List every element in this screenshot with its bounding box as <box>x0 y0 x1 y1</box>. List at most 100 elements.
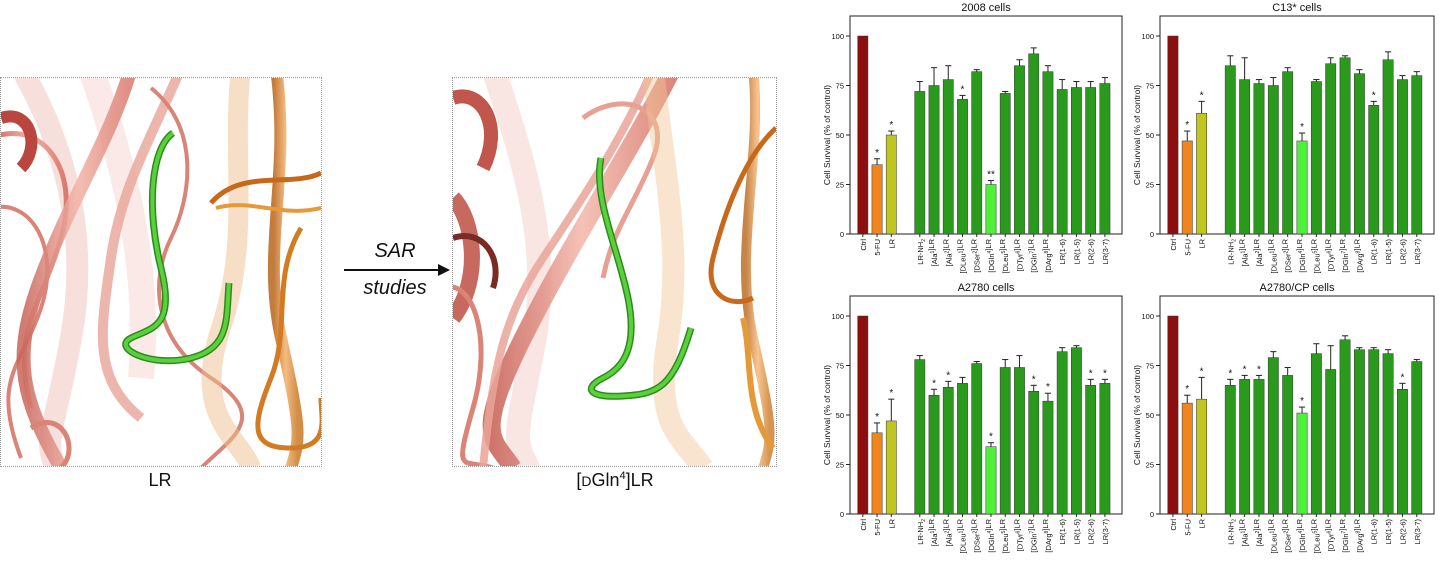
significance-mark-2: * <box>889 388 893 399</box>
x-tick-label-part: 7 <box>1030 530 1036 533</box>
bar-5 <box>942 79 954 235</box>
x-tick-label-part: ]LR <box>1281 518 1290 530</box>
significance-mark-4: * <box>932 378 936 389</box>
studies-label: studies <box>363 277 427 299</box>
bar-11 <box>1028 390 1040 515</box>
x-tick-label-part: ]LR <box>1324 518 1333 530</box>
significance-mark-11: * <box>1032 374 1036 385</box>
bar-4 <box>1239 79 1251 235</box>
y-tick-label: 0 <box>840 230 844 239</box>
bar-15 <box>1085 385 1097 515</box>
x-tick-label-part: [Ala <box>944 253 953 267</box>
x-tick-label-part: 5-FU <box>1183 519 1192 536</box>
x-tick-label-part: 2 <box>921 519 927 522</box>
x-tick-label-part: ]LR <box>1266 518 1275 530</box>
x-tick-label-1: 5-FU <box>1183 519 1192 536</box>
x-tick-label-4: [Ala1]LR <box>927 518 939 546</box>
bar-12 <box>1353 73 1365 235</box>
bar-6 <box>957 383 968 515</box>
x-tick-label-6: [DLeu1]LR <box>1266 518 1278 553</box>
x-tick-label-part: [DGln <box>1341 253 1350 272</box>
x-tick-label-9: [DLeu5]LR <box>1309 238 1321 273</box>
y-tick-label: 75 <box>836 82 844 91</box>
sar-label: SAR <box>374 240 416 262</box>
x-tick-label-13: LR(1-6) <box>1058 519 1067 545</box>
x-tick-label-part: [DSer <box>973 533 982 553</box>
x-tick-label-part: [DLeu <box>1001 253 1010 273</box>
x-tick-label-1: 5-FU <box>873 239 882 256</box>
bar-9 <box>999 367 1011 515</box>
bar-14 <box>1382 59 1394 235</box>
bar-14 <box>1382 353 1394 515</box>
x-tick-label-13: LR(1-6) <box>1370 519 1379 545</box>
x-tick-label-part: Ctrl <box>1169 519 1178 531</box>
x-tick-label-part: 7 <box>1030 250 1036 253</box>
x-tick-label-13: LR(1-6) <box>1370 239 1379 265</box>
x-tick-label-2: LR <box>1198 238 1207 248</box>
x-tick-label-part: 1 <box>959 530 965 533</box>
x-tick-label-6: [DLeu1]LR <box>956 238 968 273</box>
significance-mark-6: * <box>961 84 965 95</box>
x-tick-label-part: LR(2-6) <box>1398 239 1407 265</box>
significance-mark-12: * <box>1046 382 1050 393</box>
x-tick-label-1: 5-FU <box>1183 239 1192 256</box>
x-tick-label-part: ]LR <box>1252 238 1261 250</box>
bar-15 <box>1397 389 1408 515</box>
sar-arrow-icon <box>344 264 450 276</box>
bar-6 <box>1267 357 1279 515</box>
x-tick-label-part: ]LR <box>1352 518 1361 530</box>
x-tick-label-2: LR <box>887 518 896 528</box>
x-tick-label-part: LR(1-5) <box>1072 239 1081 265</box>
y-tick-label: 100 <box>831 312 844 321</box>
x-tick-label-8: [DGln4]LR <box>1295 238 1307 272</box>
y-axis-label: Cell Survival (% of control) <box>1132 85 1142 185</box>
x-tick-label-part: LR(1-6) <box>1370 519 1379 545</box>
x-tick-label-0: Ctrl <box>859 239 868 251</box>
x-tick-label-0: Ctrl <box>859 519 868 531</box>
x-tick-label-2: LR <box>887 238 896 248</box>
x-tick-label-part: [DLeu <box>1269 533 1278 553</box>
x-tick-label-part: 4 <box>1298 250 1304 253</box>
x-tick-label-15: LR(2-6) <box>1398 239 1407 265</box>
bar-3 <box>914 91 926 235</box>
x-tick-label-3: LR-NH2 <box>1226 519 1237 545</box>
x-tick-label-part: ]LR <box>941 518 950 530</box>
x-tick-label-part: [DGln <box>1341 533 1350 552</box>
x-tick-label-0: Ctrl <box>1169 239 1178 251</box>
x-tick-label-part: 7 <box>1341 530 1347 533</box>
x-tick-label-part: LR(1-6) <box>1058 519 1067 545</box>
significance-mark-16: * <box>1103 368 1107 379</box>
x-tick-label-part: 7 <box>1341 250 1347 253</box>
x-tick-label-15: LR(2-6) <box>1087 239 1096 265</box>
x-tick-label-part: 2 <box>1255 530 1261 533</box>
x-tick-label-part: [DTyr <box>1015 533 1024 551</box>
x-tick-label-part: Ctrl <box>859 239 868 251</box>
bar-16 <box>1411 75 1423 235</box>
x-tick-label-part: ]LR <box>1338 518 1347 530</box>
y-tick-label: 25 <box>1146 181 1154 190</box>
x-tick-label-10: [DTyr6]LR <box>1324 518 1336 551</box>
bar-1 <box>1181 402 1193 515</box>
x-tick-label-1: 5-FU <box>873 519 882 536</box>
significance-mark-15: * <box>1400 372 1404 383</box>
chart-c13-cells: C13* cells Cell Survival (% of control) 0 2… <box>1128 0 1438 282</box>
x-tick-label-part: LR(2-6) <box>1087 519 1096 545</box>
significance-mark-5: * <box>946 370 950 381</box>
x-tick-label-part: 8 <box>1355 250 1361 253</box>
bar-9 <box>1310 81 1322 235</box>
significance-mark-1: * <box>1185 384 1189 395</box>
y-tick-label: 50 <box>1146 411 1154 420</box>
bar-10 <box>1325 63 1337 235</box>
x-tick-label-13: LR(1-6) <box>1058 239 1067 265</box>
x-tick-label-2: LR <box>1198 518 1207 528</box>
x-tick-label-14: LR(1-5) <box>1384 519 1393 545</box>
x-tick-label-part: [DTyr <box>1015 253 1024 271</box>
x-tick-label-part: 2 <box>944 250 950 253</box>
x-tick-label-4: [Ala1]LR <box>927 238 939 266</box>
x-tick-label-part: Ctrl <box>859 519 868 531</box>
x-tick-label-part: ]LR <box>956 518 965 530</box>
x-tick-label-3: LR-NH2 <box>916 239 927 265</box>
bar-8 <box>1296 140 1308 235</box>
bar-6 <box>957 99 968 235</box>
x-tick-label-part: [DLeu <box>1001 533 1010 553</box>
